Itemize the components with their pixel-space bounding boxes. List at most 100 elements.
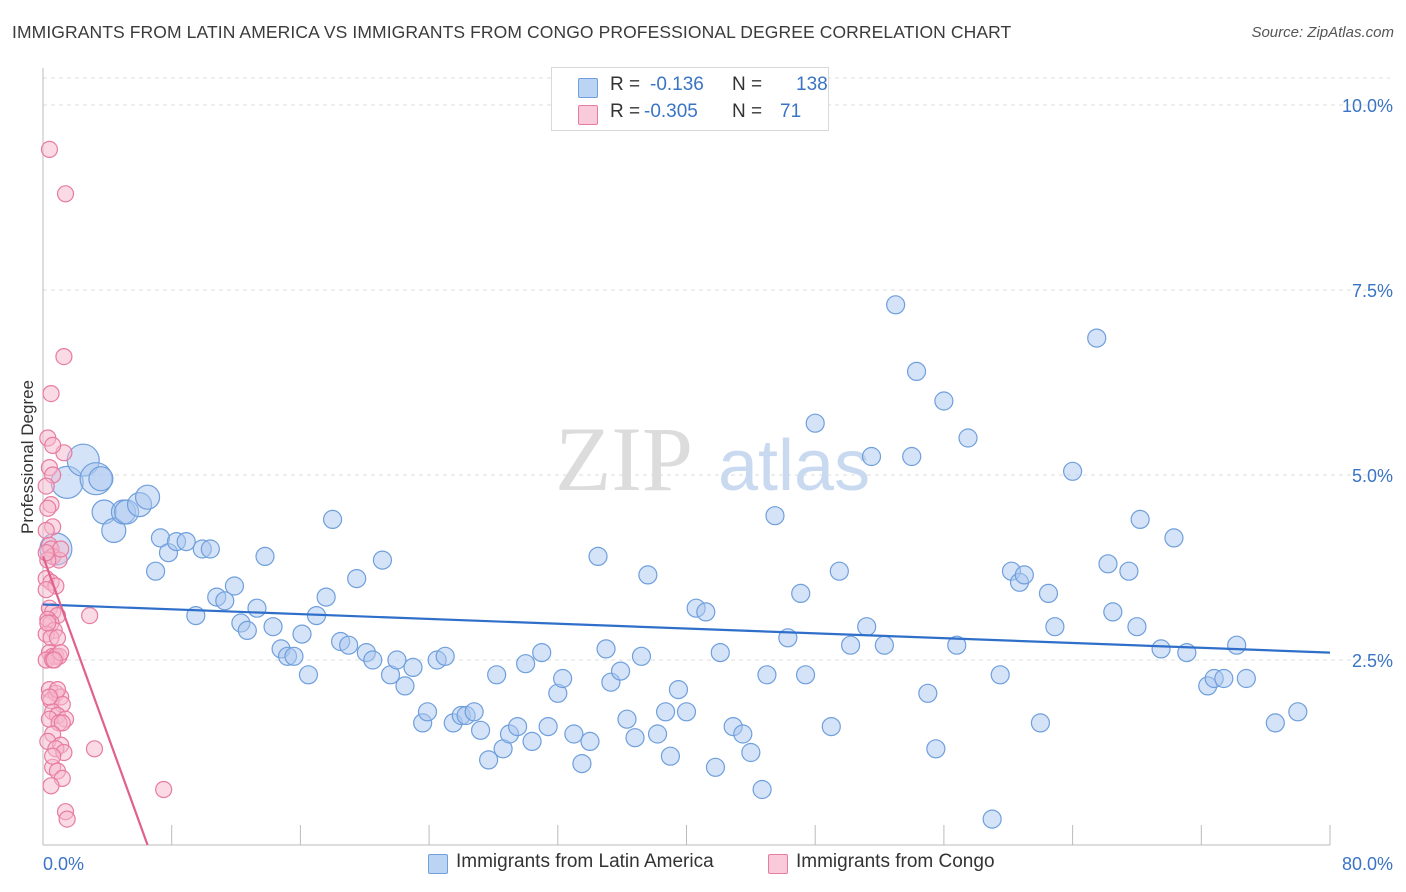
y-tick-label: 5.0% [1352,466,1393,486]
data-point-latin-america [146,561,166,581]
data-point-latin-america [322,509,343,530]
data-point-latin-america [696,602,716,622]
legend-swatch-blue [578,78,598,98]
legend-swatch-pink [578,105,598,125]
data-point-latin-america [958,428,978,448]
data-point-latin-america [791,583,811,604]
data-point-latin-america [1045,617,1065,637]
data-point-latin-america [625,728,645,748]
data-point-latin-america [705,757,726,777]
data-point-latin-america [874,635,894,655]
data-point-congo [37,581,55,599]
y-tick-labels: 2.5% 5.0% 7.5% 10.0% [1342,96,1393,671]
data-point-congo [37,521,55,540]
data-point-congo [53,714,71,732]
data-point-latin-america [757,665,777,685]
data-point-latin-america [1030,713,1051,733]
data-point-latin-america [857,617,877,637]
data-point-latin-america [918,683,938,703]
x-axis-ticks [171,825,1331,845]
data-point-latin-america [660,746,681,766]
data-point-latin-america [588,546,608,567]
data-point-latin-america [1119,561,1139,581]
y-axis-label: Professional Degree [18,380,37,534]
data-point-congo [56,185,75,203]
data-point-latin-america [1236,668,1256,689]
data-point-latin-america [247,598,267,618]
bottom-legend-swatch-pink [768,854,788,874]
data-point-latin-america [647,724,668,744]
data-point-congo [58,810,76,828]
data-point-latin-america [1087,328,1107,348]
data-point-latin-america [134,484,161,510]
legend-n-label: N = [732,101,763,122]
x-tick-label-min: 0.0% [43,854,84,874]
series-congo-points [37,140,173,828]
data-point-latin-america [1151,639,1171,659]
data-point-latin-america [1130,509,1150,530]
data-point-latin-america [553,668,573,689]
data-point-latin-america [765,506,785,526]
legend-r-label: R = [610,101,641,122]
data-point-latin-america [1038,583,1059,604]
data-point-latin-america [733,724,753,744]
data-point-latin-america [263,617,283,637]
data-point-congo [37,544,55,562]
data-point-latin-america [1164,528,1184,548]
series-latin-america-points [39,295,1308,829]
data-point-latin-america [1214,668,1234,689]
data-point-latin-america [284,646,304,666]
watermark-zip: ZIP [555,408,693,510]
data-point-latin-america [610,661,631,681]
data-point-latin-america [464,702,484,722]
data-point-latin-america [532,642,552,663]
data-point-congo [44,436,62,454]
data-point-latin-america [631,646,652,666]
legend-box: R = -0.136 N = 138 R = -0.305 N = 71 [551,67,829,131]
data-point-latin-america [638,565,658,585]
data-point-congo [45,651,63,669]
data-point-latin-america [215,591,235,611]
data-point-latin-america [668,679,689,700]
y-tick-label: 10.0% [1342,96,1393,116]
data-point-latin-america [1098,554,1118,574]
data-point-latin-america [982,809,1002,829]
data-point-latin-america [655,702,676,722]
legend-r-value: -0.136 [650,74,704,95]
data-point-latin-america [1014,565,1034,585]
data-point-latin-america [417,702,438,722]
data-point-congo [37,477,55,495]
data-point-latin-america [1288,702,1308,722]
data-point-latin-america [255,546,275,567]
data-point-latin-america [926,739,946,759]
bottom-legend-swatch-blue [428,854,448,874]
trend-line-congo [41,556,149,846]
data-point-latin-america [580,731,600,752]
data-point-latin-america [363,650,383,670]
bottom-legend-label: Immigrants from Congo [796,851,995,872]
data-point-latin-america [821,716,841,737]
data-point-latin-america [224,576,245,596]
data-point-congo [85,740,104,758]
data-point-latin-america [292,624,312,644]
data-point-latin-america [395,676,415,696]
data-point-congo [81,606,99,625]
data-point-latin-america [906,361,927,381]
y-tick-label: 7.5% [1352,281,1393,301]
data-point-latin-america [435,646,455,666]
bottom-legend-label: Immigrants from Latin America [456,851,714,872]
data-point-latin-america [479,750,499,770]
data-point-latin-america [487,665,507,685]
data-point-latin-america [1227,635,1247,655]
data-point-latin-america [861,446,882,467]
data-point-latin-america [200,539,220,559]
data-point-congo [39,499,57,517]
data-point-congo [52,540,70,558]
data-point-latin-america [387,650,407,670]
y-tick-label: 2.5% [1352,651,1393,671]
trend-line-latin-america [42,603,1331,654]
data-point-latin-america [1062,461,1083,481]
data-point-latin-america [403,657,423,678]
data-point-latin-america [538,716,558,737]
